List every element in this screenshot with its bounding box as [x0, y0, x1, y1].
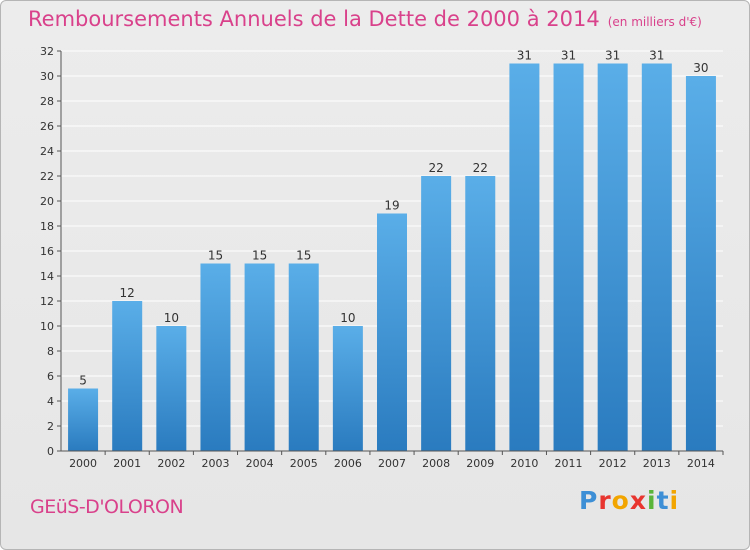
data-label: 12	[120, 286, 135, 300]
y-tick-label: 6	[47, 370, 54, 383]
proxiti-logo[interactable]: Proxiti	[579, 486, 679, 515]
x-tick-label: 2006	[334, 457, 362, 470]
bar	[553, 63, 584, 451]
x-tick-label: 2005	[290, 457, 318, 470]
x-tick-label: 2011	[555, 457, 583, 470]
logo-letter: x	[629, 486, 647, 515]
x-tick-label: 2010	[510, 457, 538, 470]
data-label: 31	[561, 49, 576, 63]
bar	[641, 63, 672, 451]
x-tick-label: 2012	[599, 457, 627, 470]
x-tick-label: 2013	[643, 457, 671, 470]
bar	[685, 76, 716, 451]
y-tick-label: 4	[47, 395, 54, 408]
y-tick-label: 28	[40, 95, 54, 108]
y-tick-label: 32	[40, 45, 54, 58]
data-label: 15	[208, 249, 223, 263]
data-label: 15	[296, 249, 311, 263]
y-tick-label: 0	[47, 445, 54, 458]
bar	[200, 263, 231, 451]
x-tick-label: 2001	[113, 457, 141, 470]
data-label: 10	[164, 311, 179, 325]
y-tick-label: 30	[40, 70, 54, 83]
y-tick-label: 16	[40, 245, 54, 258]
y-tick-label: 20	[40, 195, 54, 208]
x-tick-label: 2004	[246, 457, 274, 470]
data-label: 30	[693, 61, 708, 75]
bar	[288, 263, 319, 451]
bar	[156, 326, 187, 451]
logo-letter: i	[647, 486, 657, 515]
data-label: 10	[340, 311, 355, 325]
y-tick-label: 10	[40, 320, 54, 333]
y-tick-label: 2	[47, 420, 54, 433]
y-tick-label: 18	[40, 220, 54, 233]
data-label: 22	[473, 161, 488, 175]
chart-title-text: Remboursements Annuels de la Dette de 20…	[28, 7, 600, 31]
data-label: 5	[79, 374, 87, 388]
logo-letter: t	[656, 486, 670, 515]
bar	[332, 326, 363, 451]
bar	[597, 63, 628, 451]
x-tick-label: 2007	[378, 457, 406, 470]
y-tick-label: 8	[47, 345, 54, 358]
bar	[421, 176, 452, 451]
data-label: 15	[252, 249, 267, 263]
chart-unit: (en milliers d'€)	[607, 15, 702, 29]
bar	[377, 213, 407, 451]
data-label: 31	[649, 49, 664, 63]
data-label: 19	[384, 199, 399, 213]
bar	[465, 176, 496, 451]
logo-letter: o	[611, 486, 630, 515]
y-tick-label: 26	[40, 120, 54, 133]
logo-letter: P	[579, 486, 599, 515]
y-tick-label: 12	[40, 295, 54, 308]
logo-letter: r	[598, 486, 612, 515]
y-tick-label: 14	[40, 270, 54, 283]
commune-name: GEüS-D'OLORON	[30, 496, 184, 518]
bar	[509, 63, 540, 451]
chart-title: Remboursements Annuels de la Dette de 20…	[28, 7, 702, 31]
x-tick-label: 2009	[466, 457, 494, 470]
bar	[112, 301, 143, 451]
x-tick-label: 2008	[422, 457, 450, 470]
x-tick-label: 2014	[687, 457, 715, 470]
data-label: 31	[605, 49, 620, 63]
y-tick-label: 22	[40, 170, 54, 183]
data-label: 31	[517, 49, 532, 63]
bar	[68, 388, 99, 451]
bar	[244, 263, 275, 451]
y-tick-label: 24	[40, 145, 54, 158]
x-tick-label: 2003	[201, 457, 229, 470]
logo-letter: i	[669, 486, 680, 515]
x-tick-label: 2000	[69, 457, 97, 470]
x-tick-label: 2002	[157, 457, 185, 470]
data-label: 22	[428, 161, 443, 175]
